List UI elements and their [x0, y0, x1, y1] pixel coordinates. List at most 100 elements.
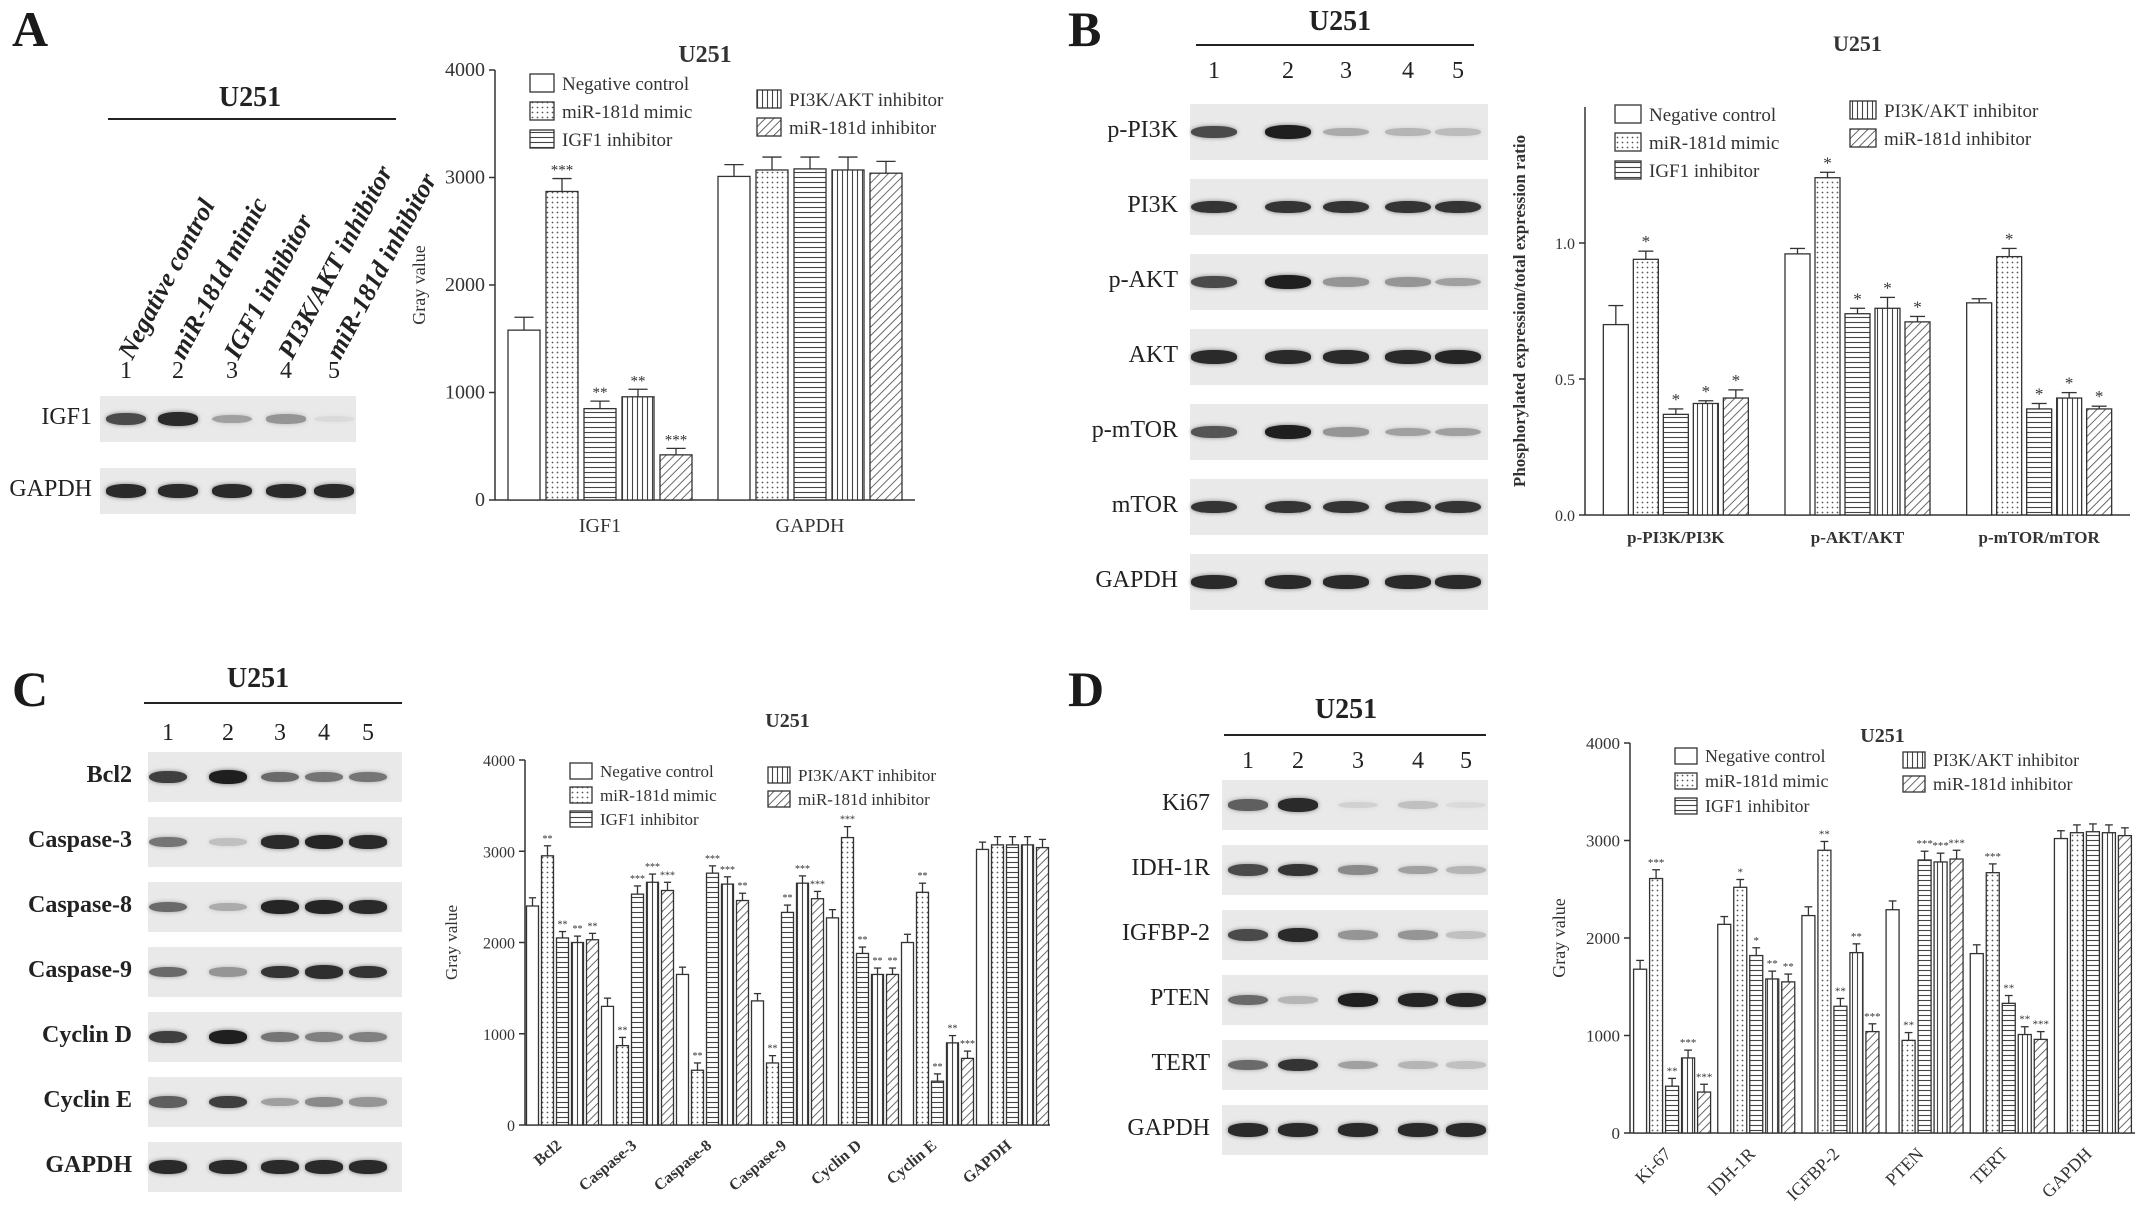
band-ki67-lane-5	[1446, 801, 1486, 809]
x-tick-label-cyclin-d: Cyclin D	[808, 1137, 865, 1189]
band-pi3k-lane-3	[1323, 200, 1369, 214]
band-akt-lane-1	[1191, 350, 1237, 364]
bar-bcl2-pi3k-akt-inhibitor	[570, 941, 585, 1126]
bar-gapdh-pi3k-akt-inhibitor	[1020, 844, 1035, 1126]
band-p-mtor-lane-4	[1385, 427, 1431, 437]
legend-swatch-pi3k-akt-inhibitor	[1849, 100, 1877, 120]
band-pi3k-lane-5	[1435, 200, 1481, 214]
y-tick-label: 0	[1612, 1124, 1621, 1143]
band-gapdh-lane-3	[261, 1160, 299, 1174]
blot-d-cell-line: U251	[1314, 694, 1378, 725]
protein-label-pi3k: PI3K	[1127, 192, 1178, 218]
blot-strip-ki67	[1222, 780, 1488, 830]
band-pten-lane-3	[1338, 993, 1378, 1007]
legend-label-igf1-inhibitor: IGF1 inhibitor	[1705, 796, 1810, 816]
band-gapdh-lane-4	[266, 484, 306, 498]
lane-number-2: 2	[172, 358, 184, 384]
band-gapdh-lane-5	[314, 484, 354, 498]
bar-gapdh-mir-181d-inhibitor	[2117, 834, 2133, 1134]
bar-p-mtor-mtor-mir-181d-mimic	[1996, 255, 2023, 516]
blot-strip-caspase-3	[148, 817, 402, 867]
legend-label-mir-181d-inhibitor: miR-181d inhibitor	[1884, 129, 2032, 150]
bar-p-akt-akt-mir-181d-mimic	[1814, 177, 1841, 516]
panel-letter-b: B	[1068, 1, 1102, 57]
band-caspase-9-lane-4	[305, 965, 343, 979]
band-caspase-8-lane-2	[209, 902, 247, 912]
band-caspase-8-lane-1	[149, 901, 187, 913]
band-igf1-lane-1	[106, 413, 146, 425]
bar-ki-67-mir-181d-mimic	[1648, 877, 1664, 1134]
legend-label-negative-control: Negative control	[1705, 746, 1825, 766]
significance-mark: ***	[2033, 1019, 2050, 1031]
band-pten-lane-5	[1446, 993, 1486, 1007]
lane-number-5: 5	[1460, 748, 1472, 774]
legend-label-negative-control: Negative control	[600, 762, 714, 781]
y-tick-label: 1000	[1586, 1027, 1620, 1046]
y-tick-label: 3000	[483, 844, 515, 861]
legend-swatch-mir-181d-inhibitor	[767, 790, 791, 808]
legend-swatch-mir-181d-mimic	[1674, 772, 1698, 790]
bar-bcl2-negative-control	[525, 905, 540, 1126]
band-gapdh-lane-5	[1435, 575, 1481, 589]
significance-mark: ***	[551, 163, 574, 179]
significance-mark: *	[1702, 382, 1711, 401]
y-tick-label: 3000	[445, 167, 485, 189]
bar-caspase-9-mir-181d-mimic	[765, 1062, 780, 1126]
bar-cyclin-d-mir-181d-mimic	[840, 836, 855, 1126]
bar-cyclin-e-igf1-inhibitor	[930, 1080, 945, 1126]
protein-label-gapdh: GAPDH	[1127, 1115, 1210, 1141]
bar-p-akt-akt-igf1-inhibitor	[1844, 313, 1871, 516]
significance-mark: *	[1672, 390, 1681, 409]
legend-swatch-igf1-inhibitor	[1674, 797, 1698, 815]
chart-title: U251	[765, 710, 809, 732]
bar-caspase-9-negative-control	[750, 1000, 765, 1126]
blot-strip-igf1	[100, 396, 356, 442]
lane-number-3: 3	[274, 720, 286, 746]
y-axis-label: Gray value	[409, 245, 429, 324]
band-caspase-9-lane-1	[149, 966, 187, 978]
y-tick-label: 3000	[1586, 832, 1620, 851]
bar-cyclin-e-negative-control	[900, 941, 915, 1126]
protein-label-idh-1r: IDH-1R	[1131, 855, 1210, 881]
y-tick-label: 1000	[445, 382, 485, 404]
bar-gapdh-mir-181d-mimic	[990, 844, 1005, 1126]
band-ki67-lane-3	[1338, 801, 1378, 809]
bar-cyclin-d-mir-181d-inhibitor	[885, 973, 900, 1126]
x-tick-label-bcl2: Bcl2	[531, 1137, 565, 1169]
bar-gapdh-pi3k-akt-inhibitor	[831, 169, 865, 501]
protein-label-akt: AKT	[1128, 342, 1178, 368]
bar-caspase-3-igf1-inhibitor	[630, 893, 645, 1126]
band-caspase-9-lane-2	[209, 967, 247, 977]
band-pten-lane-4	[1398, 993, 1438, 1007]
x-tick-label-igf1: IGF1	[579, 515, 621, 537]
bar-p-pi3k-pi3k-mir-181d-mimic	[1632, 258, 1659, 516]
bar-gapdh-mir-181d-inhibitor	[869, 172, 903, 501]
legend-swatch-mir-181d-inhibitor	[1902, 775, 1926, 793]
significance-mark: **	[693, 1051, 703, 1062]
significance-mark: **	[593, 385, 608, 401]
bar-caspase-8-negative-control	[675, 973, 690, 1126]
bar-ki-67-igf1-inhibitor	[1664, 1085, 1680, 1134]
band-tert-lane-5	[1446, 1061, 1486, 1069]
band-p-akt-lane-2	[1265, 275, 1311, 289]
legend-swatch-pi3k-akt-inhibitor	[756, 89, 782, 109]
y-tick-label: 2000	[1586, 929, 1620, 948]
lane-number-3: 3	[1340, 58, 1352, 84]
significance-mark: ***	[665, 432, 688, 448]
significance-mark: **	[858, 935, 868, 946]
blot-strip-tert	[1222, 1040, 1488, 1090]
band-akt-lane-4	[1385, 350, 1431, 364]
band-cyclin-e-lane-4	[305, 1097, 343, 1107]
bar-igf1-mir-181d-inhibitor	[659, 454, 693, 501]
bar-igfbp-2-igf1-inhibitor	[1833, 1005, 1848, 1134]
legend-swatch-igf1-inhibitor	[529, 129, 555, 149]
blot-strip-cyclin-e	[148, 1077, 402, 1127]
significance-mark: *	[1738, 867, 1744, 879]
y-axis-label: Gray value	[1549, 898, 1569, 977]
legend-label-mir-181d-mimic: miR-181d mimic	[600, 786, 717, 805]
band-caspase-8-lane-4	[305, 900, 343, 914]
x-tick-label-gapdh: GAPDH	[776, 515, 845, 537]
band-gapdh-lane-3	[1323, 575, 1369, 589]
significance-mark: **	[933, 1062, 943, 1073]
lane-number-5: 5	[328, 358, 340, 384]
